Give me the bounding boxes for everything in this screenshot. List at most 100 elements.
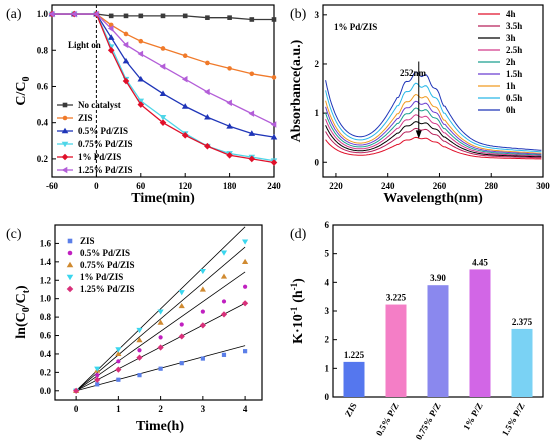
spectrum-0h-curve <box>325 71 542 151</box>
series-0-5-pd-zis-point <box>137 75 145 82</box>
bar-0-75-p-z-value: 3.90 <box>430 273 446 283</box>
legend-0-5-pd-zis-label: 0.5% Pd/ZIS <box>80 248 130 258</box>
legend-0-75-pd-zis-label: 0.75% Pd/ZIS <box>80 260 135 270</box>
panel-b-series <box>325 61 542 160</box>
series-no-catalyst-point <box>249 17 255 22</box>
series-zis-point <box>160 46 166 51</box>
panel-a-xlabel: Time(min) <box>131 191 195 206</box>
panel-a-ytick-label: 0.6 <box>37 81 49 91</box>
series-0-5-pd-zis-point <box>226 123 233 129</box>
panel-d-ytick-label: 3 <box>325 306 330 316</box>
bar-1-p-z-category: 1% P/Z <box>461 401 485 432</box>
bar-0-5-p-z-category: 0.5% P/Z <box>374 401 401 438</box>
series-1-25-pd-zis-point <box>70 10 77 18</box>
panel-a-annotation: Light on <box>68 40 101 50</box>
panel-d-ytick-label: 1 <box>325 363 330 373</box>
series-1-25-pd-zis-point <box>181 75 188 83</box>
point-1-pd-zis <box>115 347 122 353</box>
panel-d-label: (d) <box>290 227 307 242</box>
spectrum-3h-curve <box>325 121 542 158</box>
panel-c-ytick-label: 1.4 <box>40 257 52 267</box>
series-1-pd-zis-point <box>159 119 167 126</box>
series-no-catalyst-point <box>108 13 114 19</box>
panel-b-label: (b) <box>290 7 307 22</box>
panel-c-legend: ZIS 0.5% Pd/ZIS 0.75% Pd/ZIS 1% Pd/ZIS 1.25%… <box>66 236 135 294</box>
panel-b-ticks: 220 240 260 280 300 0 1 2 3 <box>315 10 550 191</box>
legend-0-5-pd-zis-marker <box>67 250 73 256</box>
panel-a-ytick-label: 0.2 <box>37 154 49 164</box>
series-0-5-pd-zis-point <box>122 57 130 64</box>
panel-b-frame <box>322 4 544 178</box>
spectrum-0-5h-curve <box>325 82 542 153</box>
legend-0-75-pd-zis-marker <box>66 261 74 268</box>
bar-zis-value: 1.225 <box>344 350 365 360</box>
panel-b-xtick-label: 240 <box>381 181 395 191</box>
spectrum-4h-curve <box>325 136 542 160</box>
panel-b-xtick-label: 300 <box>536 181 550 191</box>
panel-c-ytick-label: 1.0 <box>40 294 52 304</box>
series-zis-point <box>271 75 277 80</box>
legend-zis-marker <box>67 238 73 244</box>
panel-d-ytick-label: 0 <box>325 392 330 402</box>
point-1-25-pd-zis <box>73 387 80 394</box>
point-1-25-pd-zis <box>220 311 228 318</box>
point-1-pd-zis <box>157 309 164 315</box>
point-1-25-pd-zis <box>242 300 249 307</box>
legend-3h-label: 3h <box>506 33 516 43</box>
point-zis <box>179 361 184 366</box>
legend-no-catalyst-label: No catalyst <box>78 100 121 110</box>
legend-1-25-pd-zis-label: 1.25% Pd/ZIS <box>78 165 133 175</box>
series-0-5-pd-zis-point <box>159 90 167 97</box>
series-0-75-pd-zis-point <box>159 114 167 121</box>
legend-no-catalyst-marker <box>62 102 68 108</box>
series-1-pd-zis-point <box>181 132 189 139</box>
spectrum-3-5h-curve <box>325 127 542 159</box>
panel-c: (c) 0 1 2 3 4 0.0 0.2 0.4 0.6 0.8 1.0 1.2 1.4 1.6 ZIS… <box>6 224 263 434</box>
series-1-25-pd-zis-line <box>52 13 275 126</box>
point-0-75-pd-zis <box>178 302 185 309</box>
spectrum-2h-curve <box>325 107 542 156</box>
point-0-5-pd-zis <box>95 373 100 378</box>
panel-c-xtick-label: 4 <box>243 404 248 414</box>
panel-a-xtick-label: 180 <box>223 181 237 191</box>
panel-c-ytick-label: 0.6 <box>40 331 52 341</box>
panel-c-ytick-label: 1.2 <box>40 275 52 285</box>
point-1-25-pd-zis <box>157 344 164 351</box>
panel-a-label: (a) <box>6 7 22 22</box>
series-zis-point <box>123 31 129 37</box>
series-no-catalyst-point <box>271 17 277 22</box>
series-1-pd-zis-point <box>248 155 256 163</box>
series-1-25-pd-zis-point <box>270 121 277 128</box>
series-no-catalyst-point <box>160 13 166 19</box>
point-1-25-pd-zis <box>94 376 101 383</box>
series-1-pd-zis-point <box>122 77 130 85</box>
bar-1-5-p-z <box>511 328 533 397</box>
panel-b-peak-annotation: 252nm <box>400 68 427 78</box>
panel-d-bars: 1.225 ZIS 3.225 0.5% P/Z 3.90 0.75% P/Z 4.45 1%… <box>343 257 533 441</box>
panel-b-ytick-label: 0 <box>315 157 320 167</box>
bar-1-p-z-value: 4.45 <box>472 257 488 267</box>
panel-a-xtick-label: 0 <box>94 181 99 191</box>
series-no-catalyst-point <box>227 15 232 20</box>
fit-0-5-pd-zis-line <box>74 271 246 393</box>
series-1-pd-zis-point <box>137 101 145 108</box>
legend-0-75-pd-zis-label: 0.75% Pd/ZIS <box>78 139 133 149</box>
point-zis <box>200 356 205 361</box>
point-zis <box>243 349 248 354</box>
legend-0-5h-label: 0.5h <box>506 93 522 103</box>
point-0-75-pd-zis <box>157 319 164 325</box>
panel-b-ytick-label: 2 <box>315 59 320 69</box>
legend-3-5h-label: 3.5h <box>506 21 522 31</box>
panel-c-frame <box>54 224 263 401</box>
series-1-25-pd-zis-point <box>226 99 232 107</box>
series-0-5-pd-zis-point <box>270 133 278 140</box>
point-1-pd-zis <box>178 290 185 296</box>
series-1-25-pd-zis-point <box>248 110 255 117</box>
series-no-catalyst-point <box>182 13 188 19</box>
point-1-25-pd-zis <box>199 322 206 329</box>
panel-a-xtick-label: -60 <box>46 181 58 191</box>
series-0-5-pd-zis-point <box>107 34 115 40</box>
panel-a-ytick-label: 0.4 <box>37 118 49 128</box>
legend-zis-label: ZIS <box>80 236 95 246</box>
point-0-5-pd-zis <box>179 322 184 327</box>
